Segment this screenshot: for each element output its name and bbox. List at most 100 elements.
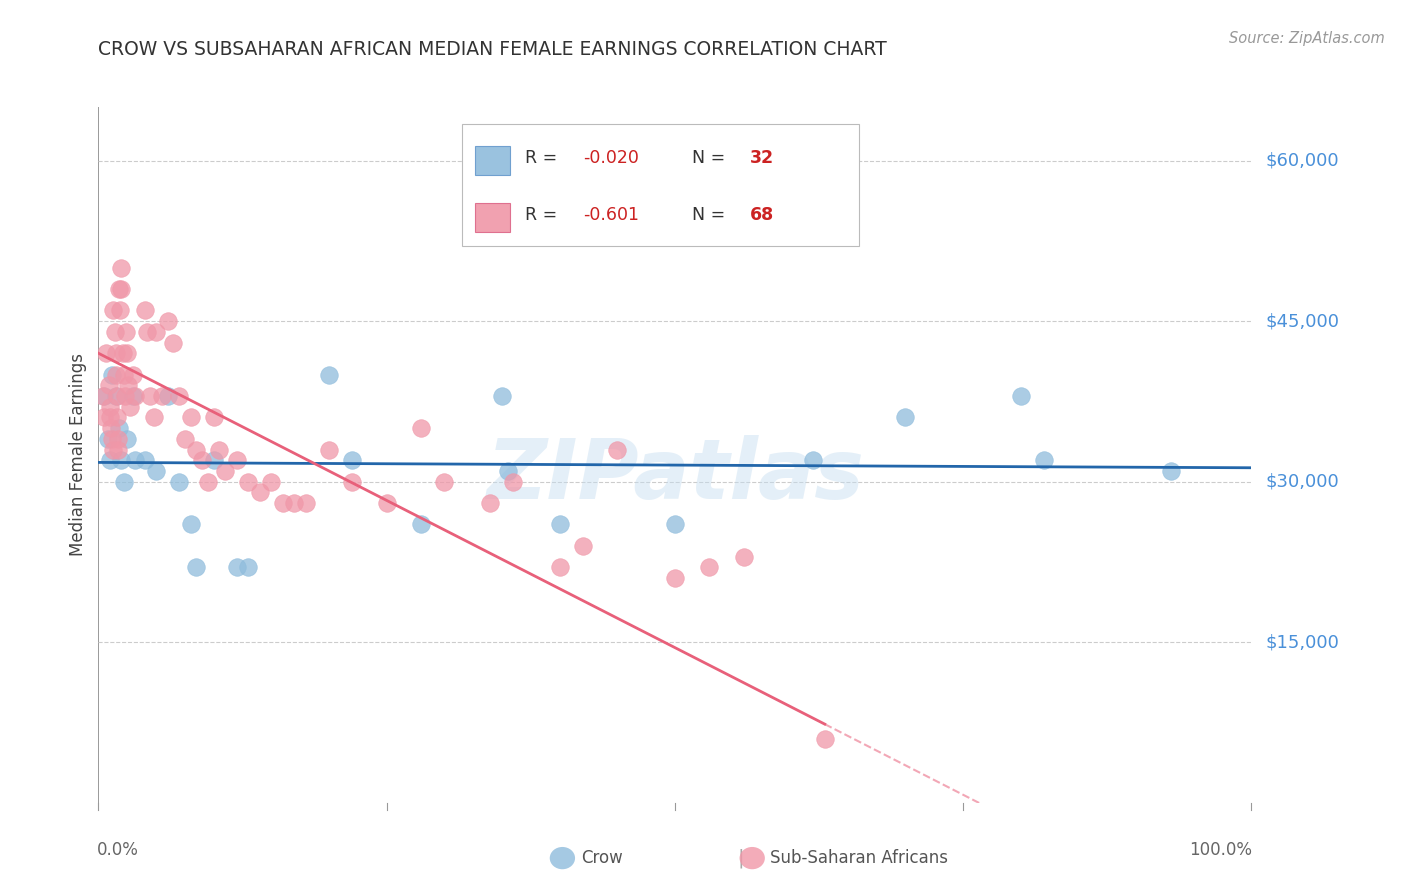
Point [105, 410, 128, 425]
Point [733, 549, 755, 564]
Point [664, 517, 686, 532]
Point [180, 410, 202, 425]
Point [134, 303, 156, 318]
Point [433, 475, 456, 489]
Text: N =: N = [692, 149, 725, 167]
Text: R =: R = [524, 206, 557, 224]
Point [111, 346, 134, 360]
Point [180, 517, 202, 532]
Point [115, 325, 138, 339]
Point [145, 464, 167, 478]
Text: -0.601: -0.601 [582, 206, 638, 224]
Point [98, 400, 121, 414]
Point [98, 410, 121, 425]
Text: 32: 32 [749, 149, 773, 167]
Point [162, 335, 184, 350]
Point [114, 389, 136, 403]
Point [571, 539, 593, 553]
Point [104, 368, 127, 382]
Text: $15,000: $15,000 [1265, 633, 1339, 651]
Text: Sub-Saharan Africans: Sub-Saharan Africans [770, 849, 949, 867]
Point [101, 368, 124, 382]
Text: $60,000: $60,000 [1265, 152, 1339, 169]
Point [202, 453, 225, 467]
Point [496, 464, 519, 478]
Point [202, 410, 225, 425]
Point [108, 282, 131, 296]
Point [97, 378, 120, 392]
Point [112, 475, 135, 489]
Text: Source: ZipAtlas.com: Source: ZipAtlas.com [1229, 31, 1385, 46]
Point [318, 442, 340, 457]
Point [142, 410, 165, 425]
Point [124, 453, 146, 467]
Point [1032, 453, 1054, 467]
Point [801, 453, 824, 467]
Point [186, 442, 208, 457]
Text: 100.0%: 100.0% [1189, 841, 1253, 859]
Point [814, 731, 837, 746]
Point [101, 432, 124, 446]
Point [110, 303, 132, 318]
Point [93, 410, 115, 425]
Point [104, 389, 127, 403]
Point [117, 346, 138, 360]
Point [340, 453, 363, 467]
Text: CROW VS SUBSAHARAN AFRICAN MEDIAN FEMALE EARNINGS CORRELATION CHART: CROW VS SUBSAHARAN AFRICAN MEDIAN FEMALE… [98, 40, 887, 59]
FancyBboxPatch shape [475, 203, 510, 232]
Point [318, 368, 340, 382]
Point [97, 432, 120, 446]
Text: -0.020: -0.020 [582, 149, 638, 167]
Point [100, 421, 122, 435]
Point [150, 389, 173, 403]
Point [411, 421, 433, 435]
Point [238, 560, 260, 574]
Point [93, 389, 115, 403]
Y-axis label: Median Female Earnings: Median Female Earnings [69, 353, 87, 557]
Point [375, 496, 398, 510]
Point [295, 496, 318, 510]
Point [134, 453, 156, 467]
Point [107, 432, 129, 446]
Text: N =: N = [692, 206, 725, 224]
Point [122, 389, 145, 403]
Point [117, 378, 139, 392]
Point [479, 496, 502, 510]
Point [98, 453, 121, 467]
Point [502, 475, 524, 489]
Point [118, 400, 141, 414]
FancyBboxPatch shape [475, 146, 510, 175]
Text: R =: R = [524, 149, 557, 167]
Point [225, 453, 247, 467]
Text: ZIPatlas: ZIPatlas [486, 435, 863, 516]
Text: |: | [738, 848, 744, 868]
Point [238, 475, 260, 489]
Point [156, 314, 179, 328]
Point [167, 389, 190, 403]
Point [110, 282, 132, 296]
Point [174, 432, 197, 446]
Text: $45,000: $45,000 [1265, 312, 1340, 330]
Point [145, 325, 167, 339]
Point [103, 325, 125, 339]
Point [108, 421, 131, 435]
Point [1010, 389, 1032, 403]
Text: $30,000: $30,000 [1265, 473, 1339, 491]
Point [191, 453, 214, 467]
Point [214, 464, 236, 478]
Text: Crow: Crow [581, 849, 623, 867]
Point [104, 346, 127, 360]
Point [1160, 464, 1182, 478]
Point [103, 303, 125, 318]
Point [260, 475, 283, 489]
Point [122, 368, 145, 382]
Point [156, 389, 179, 403]
Point [117, 432, 138, 446]
Point [186, 560, 208, 574]
Point [103, 442, 125, 457]
Point [606, 442, 628, 457]
Point [110, 453, 132, 467]
Text: 0.0%: 0.0% [97, 841, 139, 859]
Point [548, 517, 571, 532]
Point [664, 571, 686, 585]
